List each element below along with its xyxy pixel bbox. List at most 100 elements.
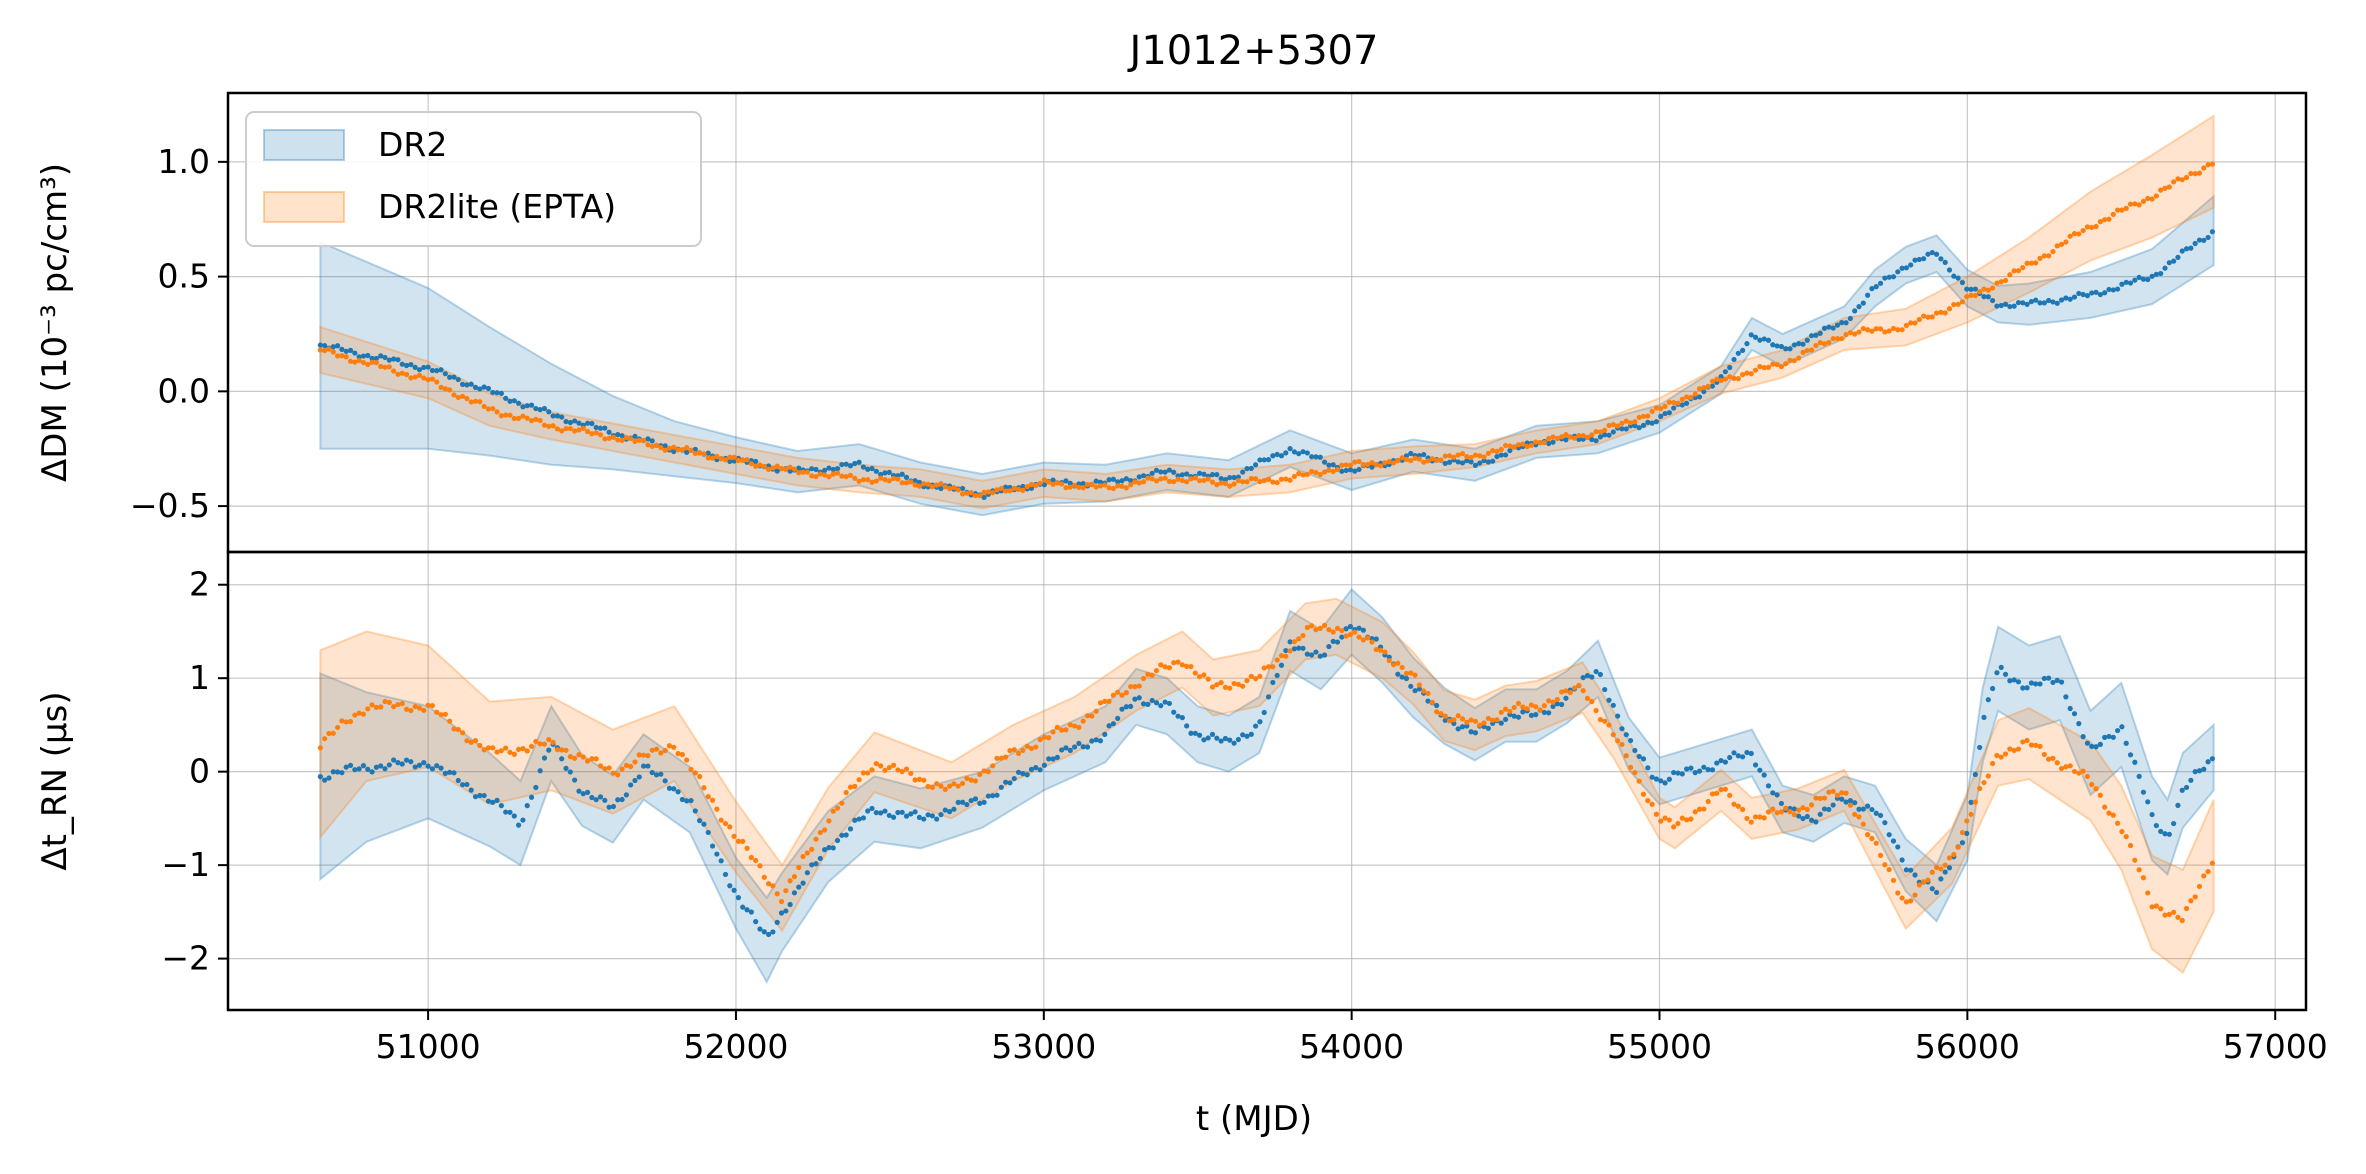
point-dm-series-0-5 [339,346,345,352]
point-rn-series-1-162 [1015,750,1022,756]
point-rn-series-0-227 [1296,645,1302,651]
point-rn-series-0-322 [1705,767,1711,773]
point-rn-series-0-270 [1481,723,1487,730]
point-dm-series-1-241 [1356,458,1362,465]
point-rn-series-0-418 [2119,724,2125,730]
point-rn-series-1-322 [1705,798,1711,805]
point-dm-series-0-205 [1201,471,1207,477]
point-rn-series-0-326 [1722,759,1728,765]
point-rn-series-1-269 [1477,722,1483,728]
point-dm-series-0-208 [1214,471,1220,478]
point-dm-series-0-381 [1959,279,1966,286]
point-rn-series-0-76 [645,763,651,769]
point-dm-series-1-435 [2192,171,2198,177]
point-dm-series-1-312 [1662,403,1668,409]
point-dm-series-1-199 [1175,476,1181,482]
point-rn-series-1-297 [1597,717,1604,723]
point-rn-series-0-79 [658,771,664,777]
point-rn-series-0-347 [1813,819,1819,825]
point-rn-series-1-178 [1084,713,1091,719]
point-rn-series-1-41 [494,749,500,755]
point-dm-series-0-106 [774,468,780,474]
point-rn-series-0-336 [1765,783,1772,789]
point-dm-series-1-188 [1128,482,1134,488]
point-dm-series-0-231 [1313,454,1319,460]
point-dm-series-1-404 [2058,241,2065,247]
point-rn-series-1-296 [1593,707,1599,714]
point-rn-series-0-422 [2136,773,2142,779]
point-rn-series-1-420 [2127,842,2134,849]
point-rn-series-1-80 [662,747,668,754]
point-dm-series-0-359 [1865,292,1871,298]
point-rn-series-1-259 [1434,709,1440,715]
point-rn-series-1-404 [2058,765,2065,772]
point-dm-series-1-429 [2166,184,2172,190]
point-dm-series-1-74 [636,437,642,443]
point-dm-series-1-45 [511,415,517,422]
point-rn-series-0-25 [425,763,431,769]
point-dm-series-1-175 [1071,482,1078,488]
point-dm-series-1-391 [2002,277,2009,284]
point-dm-series-0-96 [731,458,737,464]
point-dm-series-0-209 [1218,475,1224,482]
point-dm-series-0-387 [1985,294,1991,300]
point-rn-series-1-337 [1770,806,1776,812]
point-dm-series-1-71 [623,435,629,441]
point-rn-series-0-13 [373,764,379,770]
point-rn-series-0-168 [1041,762,1048,768]
xtick-label-3: 54000 [1299,1027,1404,1066]
point-rn-series-0-344 [1800,815,1806,822]
point-dm-series-0-271 [1485,459,1491,465]
point-dm-series-1-248 [1386,458,1392,465]
point-dm-series-1-439 [2209,161,2216,167]
point-rn-series-0-121 [839,832,845,838]
point-rn-series-1-8 [352,712,358,718]
point-rn-series-1-385 [1977,785,1983,792]
point-dm-series-0-131 [882,470,888,476]
point-rn-series-0-119 [830,845,836,851]
point-rn-series-1-237 [1339,627,1345,634]
point-rn-series-1-390 [1998,754,2004,760]
point-dm-series-1-400 [2041,253,2047,259]
point-rn-series-0-327 [1727,754,1733,761]
point-rn-series-1-66 [602,766,608,772]
point-dm-series-0-15 [382,354,388,361]
point-dm-series-1-72 [628,435,634,442]
point-rn-series-1-424 [2145,890,2151,896]
point-rn-series-1-356 [1852,811,1858,817]
point-dm-series-1-419 [2123,205,2129,211]
point-dm-series-1-256 [1421,459,1427,465]
point-dm-series-1-427 [2158,187,2164,193]
point-dm-series-1-254 [1412,455,1418,461]
point-dm-series-0-265 [1459,460,1466,466]
point-dm-series-0-7 [347,347,354,353]
point-rn-series-0-123 [847,826,854,832]
point-rn-series-1-107 [778,898,785,905]
point-dm-series-1-176 [1076,484,1082,490]
point-rn-series-0-305 [1632,747,1638,754]
point-rn-series-0-82 [671,786,677,792]
point-dm-series-1-19 [399,370,405,376]
point-dm-series-1-218 [1257,479,1263,485]
point-dm-series-1-41 [494,409,500,415]
point-rn-series-0-77 [649,769,655,776]
point-rn-series-0-194 [1153,700,1160,706]
point-rn-series-0-10 [360,763,367,769]
point-dm-series-1-11 [365,361,371,368]
point-rn-series-1-33 [459,730,466,736]
point-rn-series-1-411 [2089,781,2095,788]
point-rn-series-1-400 [2041,751,2047,758]
point-dm-series-1-287 [1554,435,1560,442]
point-rn-series-1-311 [1658,818,1664,824]
point-dm-series-0-12 [369,355,375,362]
point-dm-series-0-376 [1938,256,1944,262]
point-rn-series-1-91 [709,797,716,803]
point-dm-series-0-62 [584,420,591,426]
point-dm-series-0-415 [2106,286,2112,293]
point-rn-series-1-25 [425,702,431,708]
point-dm-series-1-149 [959,491,966,497]
point-dm-series-1-105 [770,465,776,471]
point-dm-series-1-251 [1399,455,1405,461]
point-rn-series-0-329 [1735,753,1741,759]
ytick-label-dm-2: 0.5 [158,257,210,296]
